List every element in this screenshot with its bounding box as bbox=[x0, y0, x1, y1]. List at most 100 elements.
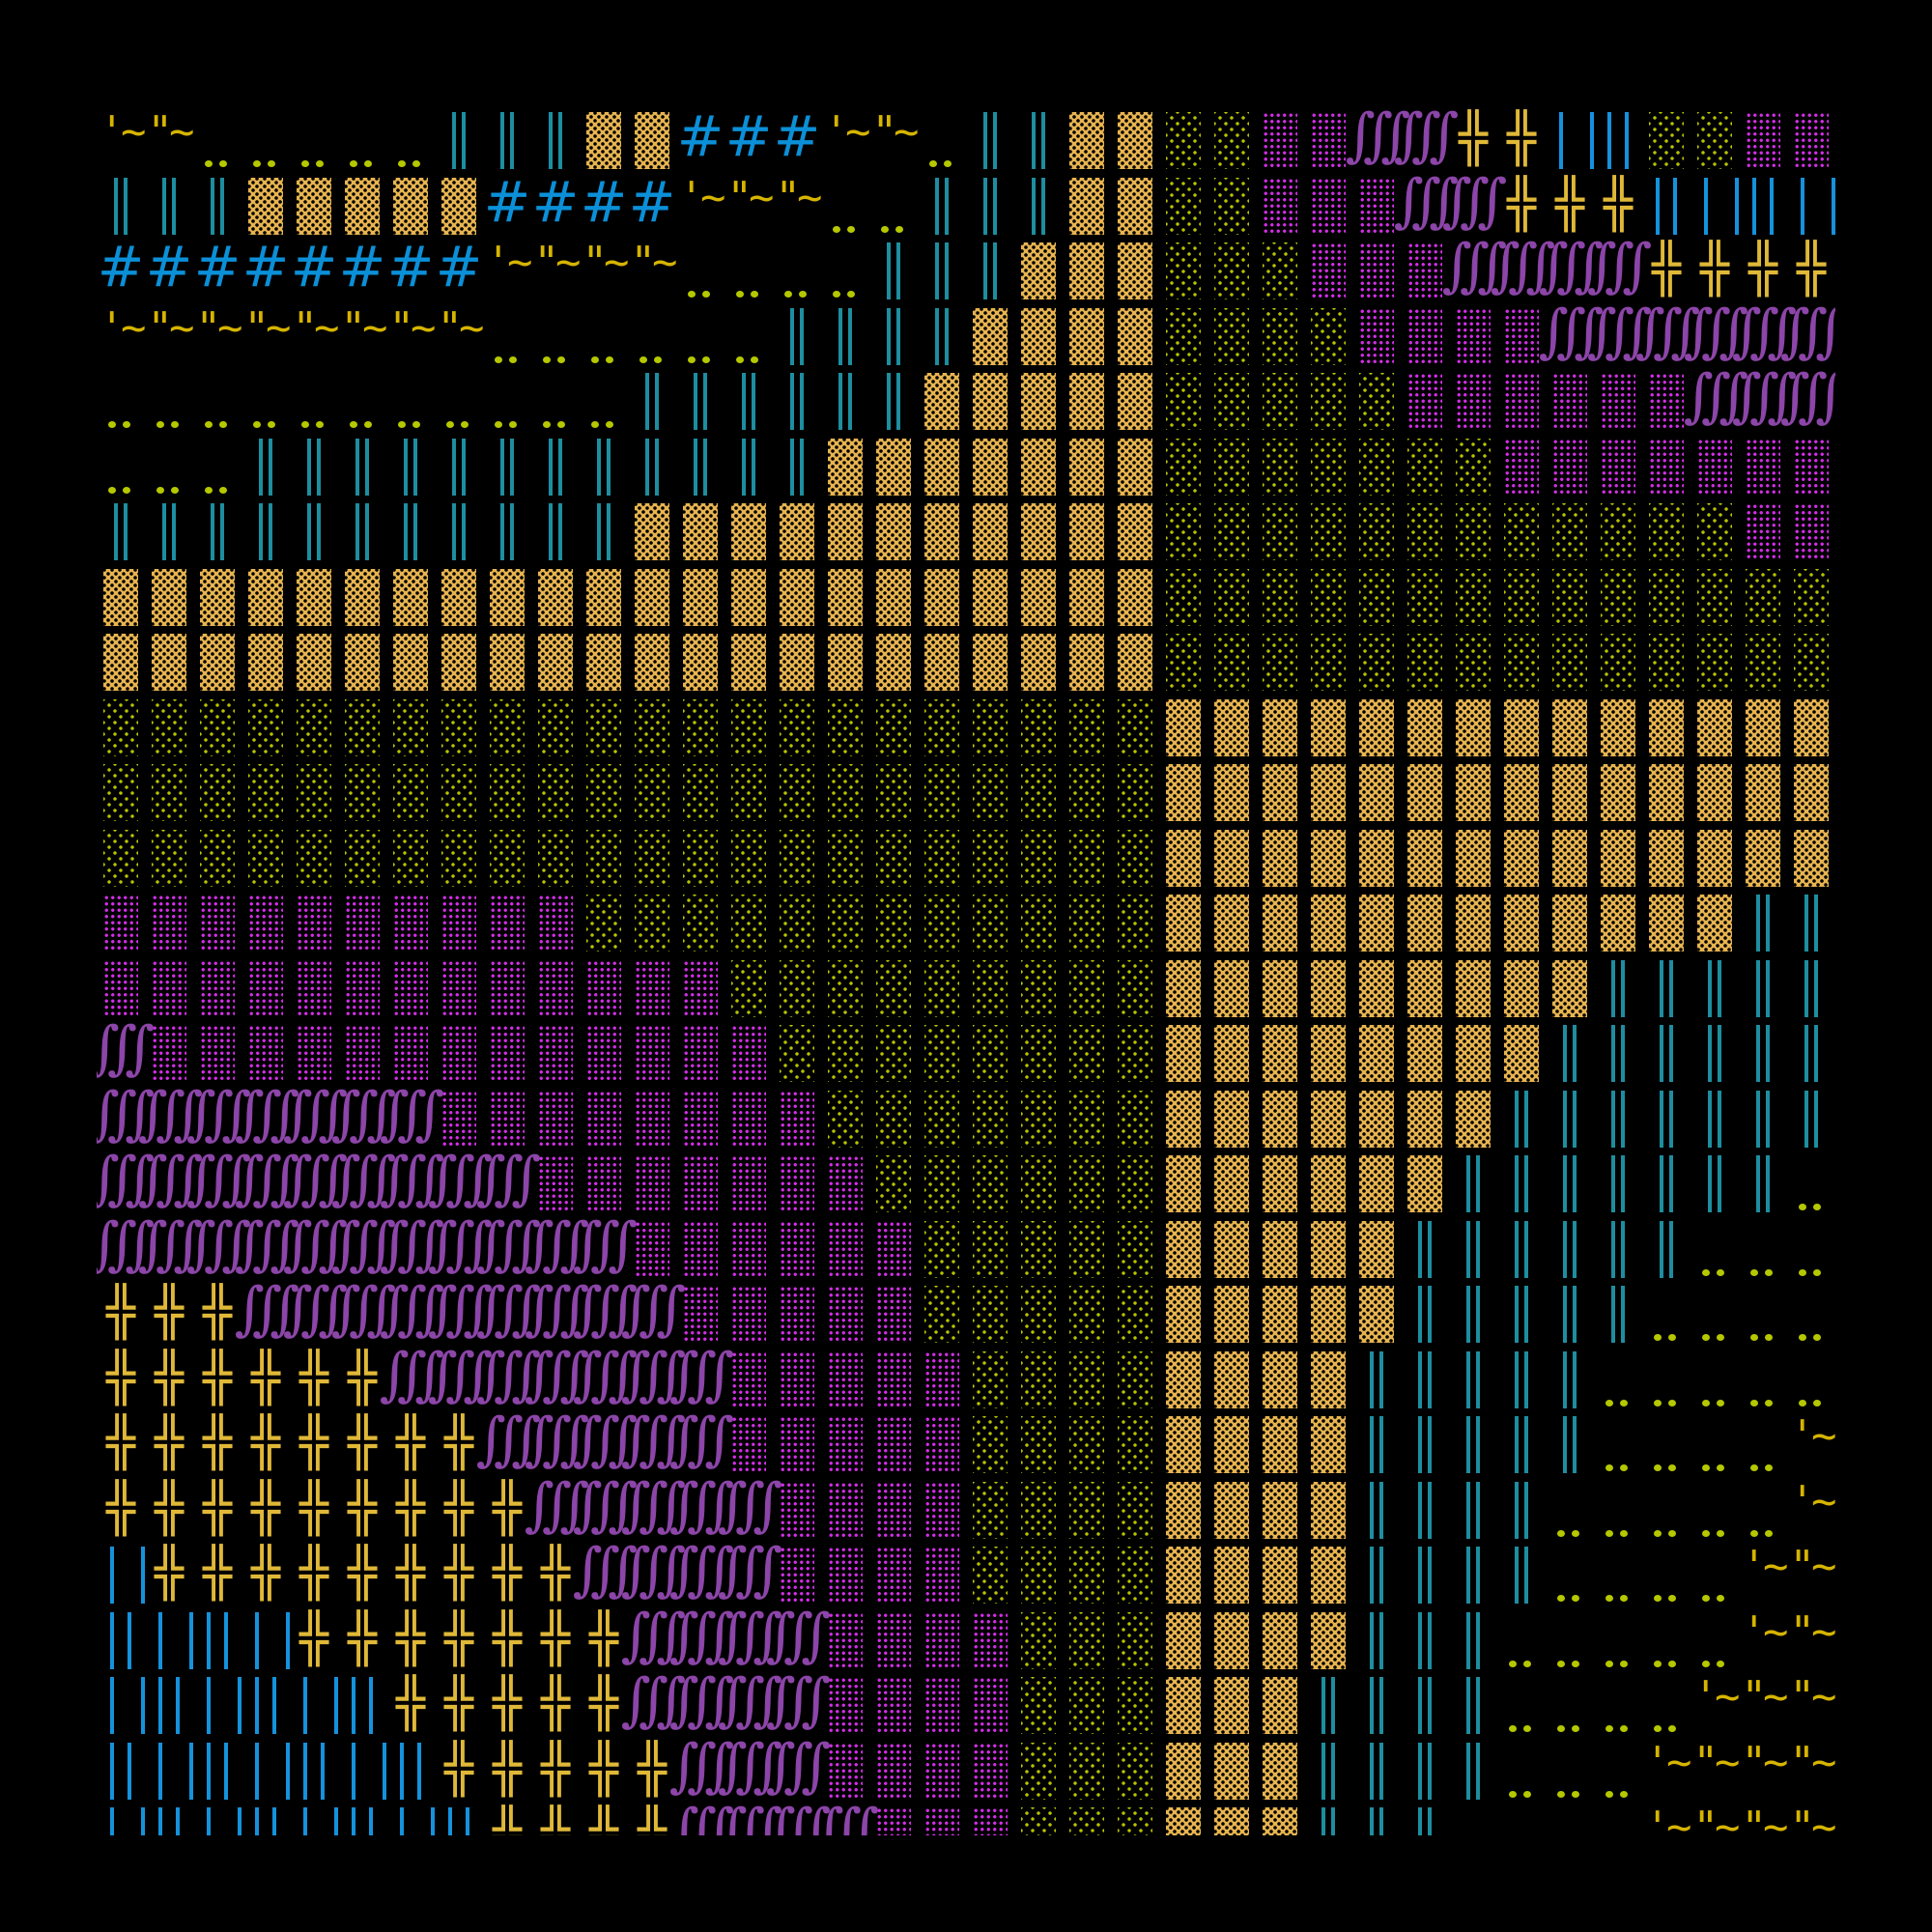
lime-stipple-cell bbox=[435, 822, 483, 888]
magenta-stipple-cell bbox=[290, 887, 338, 952]
teal-double-bar-cell bbox=[1352, 1408, 1401, 1474]
double-bar-icon bbox=[848, 307, 852, 365]
purple-triple-integral-cell: ∫∫∫ bbox=[573, 1278, 639, 1344]
double-bar-icon bbox=[413, 438, 417, 496]
purple-triple-integral-cell: ∫∫∫ bbox=[573, 1213, 639, 1279]
double-bar-icon bbox=[1573, 1416, 1577, 1473]
tan-dotted-block-cell bbox=[1449, 887, 1497, 952]
lime-stipple-cell bbox=[676, 887, 724, 952]
dotted-block-icon bbox=[1214, 1677, 1249, 1734]
two-dot-leader-icon bbox=[591, 355, 599, 363]
purple-triple-integral-cell: ∫∫∫ bbox=[573, 1344, 639, 1409]
lime-stipple-cell bbox=[821, 1083, 869, 1149]
purple-triple-integral-cell: ∫∫∫ bbox=[669, 1344, 735, 1409]
lime-stipple-cell bbox=[580, 887, 628, 952]
tan-dotted-block-cell bbox=[1497, 1017, 1546, 1083]
magenta-stipple-cell bbox=[580, 1017, 628, 1083]
dense-stipple-icon bbox=[345, 1025, 380, 1082]
lime-stipple-cell bbox=[97, 756, 145, 822]
dotted-block-icon bbox=[1166, 829, 1201, 887]
dense-stipple-icon bbox=[731, 1025, 766, 1082]
sparse-stipple-icon bbox=[924, 1025, 959, 1082]
two-dot-leader-icon bbox=[1605, 1464, 1613, 1471]
two-dot-leader-icon bbox=[156, 486, 164, 494]
sparse-stipple-icon bbox=[1214, 177, 1249, 235]
tan-dotted-block-cell bbox=[1690, 822, 1739, 888]
double-bar-icon bbox=[404, 503, 408, 560]
lime-stipple-cell bbox=[966, 1278, 1014, 1344]
vertical-bars-icon bbox=[141, 1547, 145, 1604]
sparse-stipple-icon bbox=[1021, 1416, 1056, 1473]
magenta-stipple-cell bbox=[435, 952, 483, 1018]
sparse-stipple-icon bbox=[1069, 1286, 1104, 1343]
tan-dotted-block-cell bbox=[1352, 822, 1401, 888]
lime-stipple-cell bbox=[966, 1408, 1014, 1474]
double-bar-icon bbox=[462, 112, 466, 169]
dotted-block-icon bbox=[1166, 1155, 1201, 1212]
lime-stipple-cell bbox=[628, 887, 676, 952]
tilde-glyph: "~ bbox=[1692, 1737, 1741, 1787]
tan-dotted-block-cell bbox=[1256, 1083, 1304, 1149]
teal-double-bar-cell bbox=[1401, 1605, 1449, 1670]
tan-dotted-block-cell bbox=[290, 561, 338, 627]
tan-dotted-block-cell bbox=[869, 431, 918, 497]
double-bar-icon bbox=[269, 503, 272, 560]
tilde-glyph: "~ bbox=[292, 302, 340, 353]
teal-double-bar-cell bbox=[435, 431, 483, 497]
tan-dotted-block-cell bbox=[1304, 1605, 1352, 1670]
dotted-block-icon bbox=[973, 373, 1008, 430]
lime-stipple-cell bbox=[869, 692, 918, 757]
dotted-block-icon bbox=[924, 634, 959, 691]
lime-stipple-cell bbox=[1111, 1539, 1159, 1605]
double-bar-icon bbox=[259, 438, 263, 496]
tan-dotted-block-cell bbox=[966, 365, 1014, 431]
sparse-stipple-icon bbox=[393, 764, 428, 821]
vertical-bars-icon bbox=[176, 1807, 180, 1835]
double-bar-icon bbox=[1515, 1350, 1519, 1408]
tan-dotted-block-cell bbox=[1642, 887, 1690, 952]
double-bar-icon bbox=[1621, 1155, 1625, 1212]
yellow-double-cross-glyph: ╬ bbox=[540, 1609, 571, 1666]
tan-dotted-block-cell bbox=[1111, 300, 1159, 366]
double-bar-icon bbox=[1708, 959, 1712, 1017]
tan-dotted-block-cell bbox=[386, 626, 435, 692]
dotted-block-icon bbox=[1069, 242, 1104, 299]
tan-dotted-block-cell bbox=[1208, 1800, 1256, 1835]
yellow-tilde-cell: "~ bbox=[773, 170, 823, 236]
purple-triple-integral-glyph: ∫∫∫ bbox=[668, 1666, 735, 1734]
double-bar-icon bbox=[510, 112, 514, 169]
teal-double-bar-cell bbox=[1352, 1669, 1401, 1735]
double-bar-icon bbox=[307, 503, 311, 560]
dotted-block-icon bbox=[1407, 764, 1442, 821]
vertical-bars-icon bbox=[369, 1677, 373, 1734]
lime-stipple-cell bbox=[1063, 822, 1111, 888]
purple-triple-integral-glyph: ∫∫∫ bbox=[668, 1797, 735, 1835]
double-bar-icon bbox=[1563, 1220, 1567, 1278]
dotted-block-icon bbox=[248, 177, 283, 235]
sparse-stipple-icon bbox=[1069, 1416, 1104, 1473]
double-bar-icon bbox=[1370, 1611, 1374, 1669]
magenta-stipple-cell bbox=[966, 1605, 1014, 1670]
teal-double-bar-cell bbox=[1642, 1017, 1690, 1083]
lime-stipple-cell bbox=[1208, 626, 1256, 692]
blue-hash-glyph: # bbox=[290, 234, 338, 299]
dotted-block-icon bbox=[1214, 1155, 1249, 1212]
tan-dotted-block-cell bbox=[1159, 822, 1208, 888]
dotted-block-icon bbox=[1407, 1025, 1442, 1082]
magenta-stipple-cell bbox=[724, 1017, 773, 1083]
dotted-block-icon bbox=[1263, 1350, 1297, 1408]
tan-dotted-block-cell bbox=[1449, 952, 1497, 1018]
yellow-double-cross-cell: ╬ bbox=[483, 1474, 531, 1540]
two-dot-leader-icon bbox=[799, 291, 807, 298]
two-dot-leader-icon bbox=[509, 421, 517, 428]
two-dot-leader-icon bbox=[1509, 1790, 1517, 1798]
teal-double-bar-cell bbox=[1690, 952, 1739, 1018]
yellow-double-cross-glyph: ╬ bbox=[154, 1349, 185, 1406]
lime-stipple-cell bbox=[918, 1017, 966, 1083]
dotted-block-icon bbox=[1166, 959, 1201, 1017]
tan-dotted-block-cell bbox=[1739, 692, 1787, 757]
sparse-stipple-icon bbox=[1069, 698, 1104, 756]
yellow-double-cross-cell: ╬ bbox=[1497, 170, 1546, 236]
blue-bars-cell bbox=[97, 1539, 145, 1605]
lime-stipple-cell bbox=[1063, 1278, 1111, 1344]
